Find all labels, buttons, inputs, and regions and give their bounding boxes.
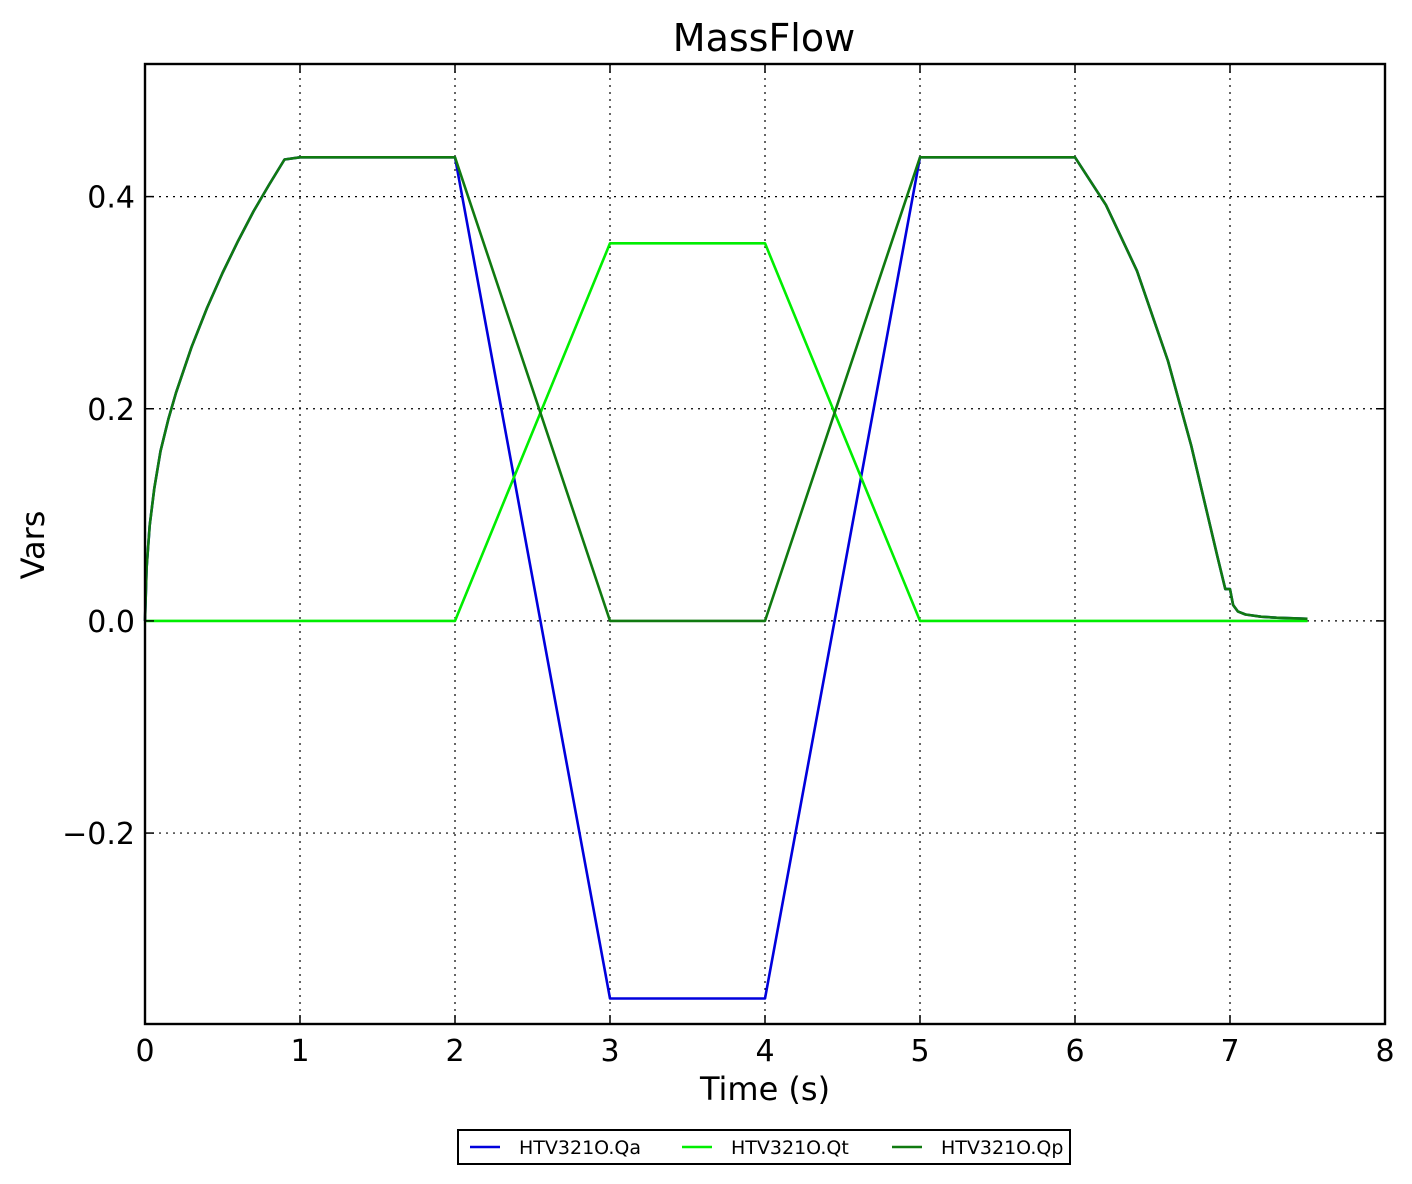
series-line-2: [145, 242, 1308, 623]
x-tick-label: 2: [445, 1034, 464, 1069]
x-tick-label: 6: [1065, 1034, 1084, 1069]
legend-box: [457, 1129, 1071, 1165]
x-tick-label: 8: [1375, 1034, 1394, 1069]
y-tick-label: 0.0: [87, 605, 135, 640]
grid: [145, 64, 1385, 1024]
legend: HTV321O.Qa HTV321O.Qt HTV321O.Qp: [457, 1129, 1071, 1165]
x-tick-label: 4: [755, 1034, 774, 1069]
legend-label: HTV321O.Qp: [941, 1137, 1063, 1159]
y-tick-label: −0.2: [62, 817, 135, 852]
x-tick-label: 0: [135, 1034, 154, 1069]
series-lines: [143, 156, 1308, 1000]
x-tick-label: 5: [910, 1034, 929, 1069]
series-line-1: [143, 156, 1308, 1000]
legend-label: HTV321O.Qa: [519, 1137, 641, 1159]
tick-labels: 0 1 2 3 4 5 6 7 8 −0.2 0.0 0.2 0.4: [62, 181, 1394, 1069]
x-tick-label: 3: [600, 1034, 619, 1069]
legend-label: HTV321O.Qt: [731, 1137, 849, 1159]
x-tick-label: 1: [290, 1034, 309, 1069]
axis-ticks: [144, 64, 1386, 1024]
plot-frame: [143, 62, 1387, 1026]
chart-title: MassFlow: [673, 16, 855, 60]
y-tick-label: 0.2: [87, 393, 135, 428]
series-line-3: [143, 156, 1308, 623]
x-tick-label: 7: [1220, 1034, 1239, 1069]
y-tick-label: 0.4: [87, 181, 135, 216]
y-axis-label: Vars: [14, 511, 52, 580]
x-axis-label: Time (s): [699, 1070, 830, 1108]
